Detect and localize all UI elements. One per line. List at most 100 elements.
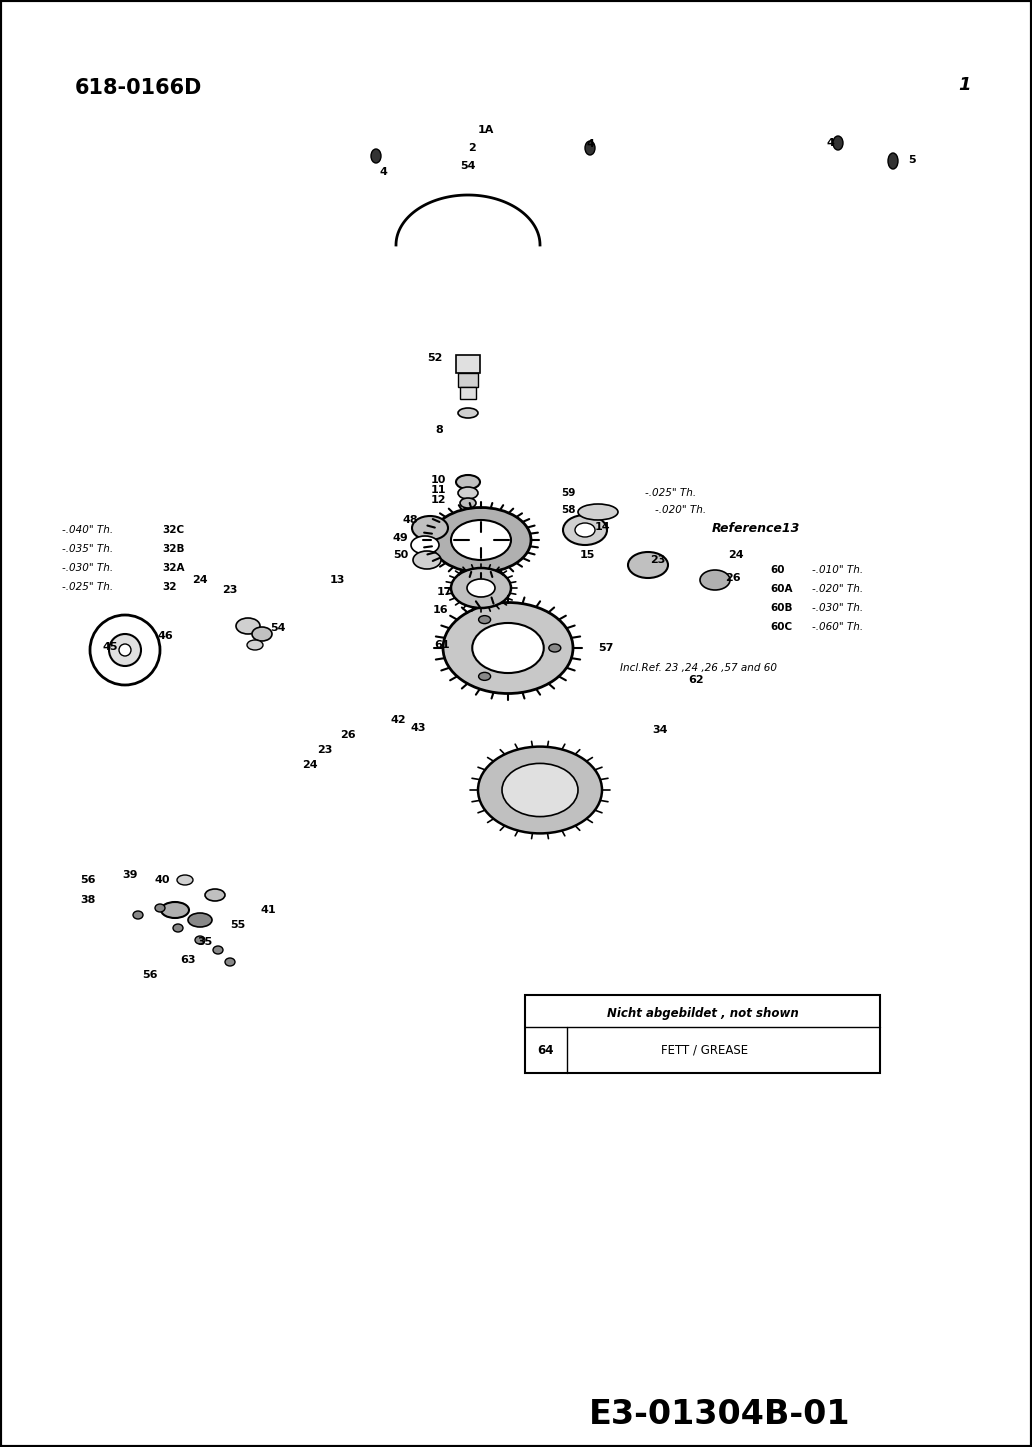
Bar [525,996,880,1074]
Text: -.035" Th.: -.035" Th. [62,544,114,554]
Ellipse shape [213,946,223,954]
Text: 24: 24 [302,760,318,770]
Ellipse shape [473,624,544,673]
Ellipse shape [236,618,260,634]
Ellipse shape [90,615,160,684]
Ellipse shape [467,579,495,598]
Text: 39: 39 [122,870,137,880]
Text: 5: 5 [908,155,915,165]
Text: 11: 11 [430,485,446,495]
Text: 17: 17 [437,587,452,598]
Text: 48: 48 [402,515,418,525]
Text: 12: 12 [430,495,446,505]
Ellipse shape [833,136,843,150]
Ellipse shape [412,517,448,540]
Text: FETT / GREASE: FETT / GREASE [662,1043,748,1056]
Text: 50: 50 [393,550,408,560]
Bar [456,355,480,373]
Text: 57: 57 [598,642,613,653]
Text: 63: 63 [181,955,196,965]
Ellipse shape [700,570,730,590]
Ellipse shape [585,140,595,155]
Text: 56: 56 [142,969,158,980]
Text: 23: 23 [317,745,332,755]
Text: 15: 15 [580,550,595,560]
Text: Reference13: Reference13 [712,521,801,534]
Ellipse shape [370,149,381,164]
Ellipse shape [205,888,225,901]
Text: 34: 34 [652,725,668,735]
Text: 52: 52 [427,353,443,363]
Text: 58: 58 [561,505,576,515]
Text: -.025" Th.: -.025" Th. [62,582,114,592]
Text: 32B: 32B [162,544,185,554]
Ellipse shape [458,408,478,418]
Text: 1A: 1A [478,124,494,135]
Text: -.020" Th.: -.020" Th. [655,505,706,515]
Text: 32: 32 [162,582,176,592]
Ellipse shape [178,875,193,886]
Text: -.020" Th.: -.020" Th. [812,585,863,595]
Bar [460,386,476,399]
Text: 23: 23 [222,585,237,595]
Text: 56: 56 [80,875,96,886]
Text: 24: 24 [192,574,207,585]
Text: 32C: 32C [162,525,184,535]
Text: 4: 4 [826,137,834,148]
Text: 35: 35 [197,938,213,946]
Text: 45: 45 [102,642,118,653]
Text: Incl.Ref. 23 ,24 ,26 ,57 and 60: Incl.Ref. 23 ,24 ,26 ,57 and 60 [620,663,777,673]
Ellipse shape [479,615,490,624]
Text: -.060" Th.: -.060" Th. [812,622,863,632]
Text: -.030" Th.: -.030" Th. [812,603,863,614]
Text: 46: 46 [157,631,173,641]
Ellipse shape [155,904,165,912]
Text: 1: 1 [958,77,970,94]
Ellipse shape [411,535,439,554]
Text: 49: 49 [392,532,408,543]
Text: 23: 23 [650,556,666,564]
Text: 10: 10 [430,475,446,485]
Text: 26: 26 [341,729,356,739]
Text: 60A: 60A [770,585,793,595]
Text: 64: 64 [538,1043,554,1056]
Text: 62: 62 [688,674,704,684]
Ellipse shape [478,747,602,833]
Ellipse shape [247,640,263,650]
Ellipse shape [563,515,607,546]
Ellipse shape [575,522,595,537]
Text: 32A: 32A [162,563,185,573]
Text: 4: 4 [379,166,387,177]
Text: 60: 60 [770,564,784,574]
Ellipse shape [549,644,560,653]
Text: E3-01304B-01: E3-01304B-01 [589,1398,850,1431]
Text: 43: 43 [411,724,426,734]
Ellipse shape [451,519,511,560]
Text: 2: 2 [467,143,476,153]
Ellipse shape [431,508,531,573]
Ellipse shape [460,498,476,508]
Ellipse shape [458,488,478,499]
Text: 59: 59 [561,488,576,498]
Text: 60B: 60B [770,603,793,614]
Text: -.010" Th.: -.010" Th. [812,564,863,574]
Text: 26: 26 [725,573,741,583]
Text: Nicht abgebildet , not shown: Nicht abgebildet , not shown [607,1007,799,1020]
Text: -.040" Th.: -.040" Th. [62,525,114,535]
Ellipse shape [578,504,618,519]
Text: 13: 13 [330,574,346,585]
Text: 40: 40 [154,875,169,886]
Ellipse shape [188,913,212,928]
Ellipse shape [443,602,573,693]
Ellipse shape [888,153,898,169]
Ellipse shape [173,925,183,932]
Ellipse shape [119,644,131,655]
Text: 41: 41 [260,904,276,915]
Ellipse shape [252,627,272,641]
Ellipse shape [479,673,490,680]
Text: 14: 14 [595,522,611,532]
Ellipse shape [225,958,235,967]
Text: 42: 42 [390,715,406,725]
Text: 8: 8 [436,425,443,436]
Ellipse shape [195,936,205,943]
